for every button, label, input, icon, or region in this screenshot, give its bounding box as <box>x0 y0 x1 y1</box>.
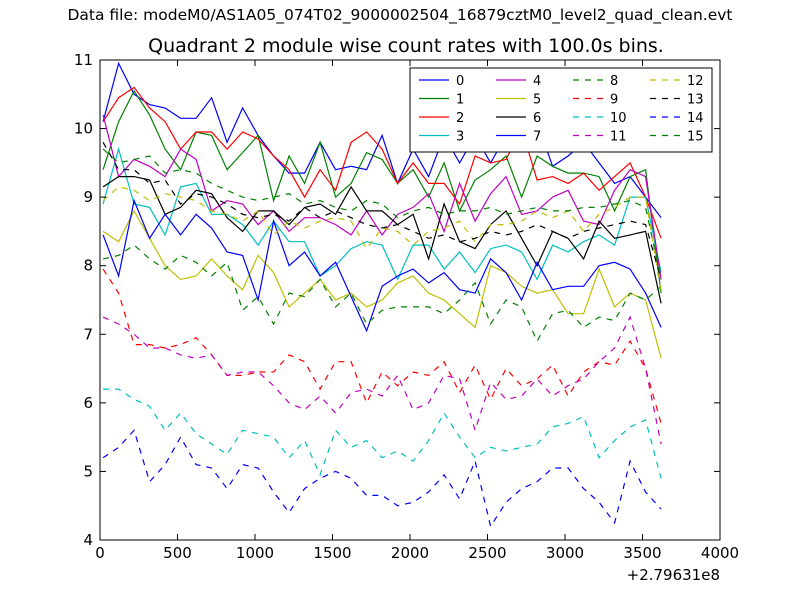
legend-label-6: 6 <box>533 111 541 126</box>
legend-label-9: 9 <box>610 93 618 108</box>
series-line-0 <box>102 61 662 219</box>
legend-label-8: 8 <box>610 74 618 89</box>
legend-label-14: 14 <box>687 111 704 126</box>
series-line-4 <box>102 114 662 280</box>
y-tick-label: 9 <box>83 188 93 206</box>
series-line-10 <box>103 388 662 479</box>
series-line-5 <box>102 209 662 359</box>
y-tick-label: 8 <box>83 257 93 275</box>
legend-label-5: 5 <box>533 93 541 108</box>
series-line-11 <box>102 315 662 445</box>
series-line-8 <box>102 244 662 343</box>
x-tick-label: 0 <box>95 544 105 562</box>
axes-layer: 0 500 1000 1500 2000 2500 3000 3500 400045678910… <box>74 51 739 562</box>
legend-label-7: 7 <box>533 130 541 145</box>
y-tick-label: 5 <box>83 462 93 480</box>
legend-label-13: 13 <box>687 93 704 108</box>
x-tick-label: 3000 <box>546 544 584 562</box>
figure-suptitle: Data file: modeM0/AS1A05_074T02_90000025… <box>67 6 733 24</box>
series-line-12 <box>102 186 662 294</box>
legend-label-11: 11 <box>610 130 627 145</box>
x-tick-label: 2500 <box>468 544 506 562</box>
legend-label-10: 10 <box>610 111 627 126</box>
legend-label-2: 2 <box>456 111 464 126</box>
x-tick-label: 1500 <box>313 544 351 562</box>
series-layer <box>102 61 662 528</box>
x-tick-label: 3500 <box>623 544 661 562</box>
legend-label-15: 15 <box>687 130 704 145</box>
legend-label-4: 4 <box>533 74 541 89</box>
series-line-9 <box>102 268 662 424</box>
legend-label-0: 0 <box>456 74 464 89</box>
legend-label-12: 12 <box>687 74 704 89</box>
y-tick-label: 7 <box>83 325 93 343</box>
y-tick-label: 10 <box>74 120 93 138</box>
x-tick-label: 500 <box>163 544 192 562</box>
chart-title: Quadrant 2 module wise count rates with … <box>148 35 664 57</box>
series-line-13 <box>102 142 662 280</box>
y-tick-label: 6 <box>83 394 93 412</box>
series-line-6 <box>102 176 662 304</box>
series-line-14 <box>102 429 662 528</box>
series-line-2 <box>102 86 662 239</box>
y-tick-label: 11 <box>74 51 93 69</box>
series-line-15 <box>102 148 662 280</box>
x-tick-label: 4000 <box>701 544 739 562</box>
x-tick-label: 1000 <box>236 544 274 562</box>
x-offset-label: +2.79631e8 <box>627 566 720 584</box>
series-line-7 <box>102 198 662 333</box>
series-line-3 <box>102 146 662 281</box>
y-tick-label: 4 <box>83 531 93 549</box>
x-tick-label: 2000 <box>391 544 429 562</box>
legend-label-1: 1 <box>456 93 464 108</box>
legend-box <box>409 67 713 153</box>
legend-label-3: 3 <box>456 130 464 145</box>
